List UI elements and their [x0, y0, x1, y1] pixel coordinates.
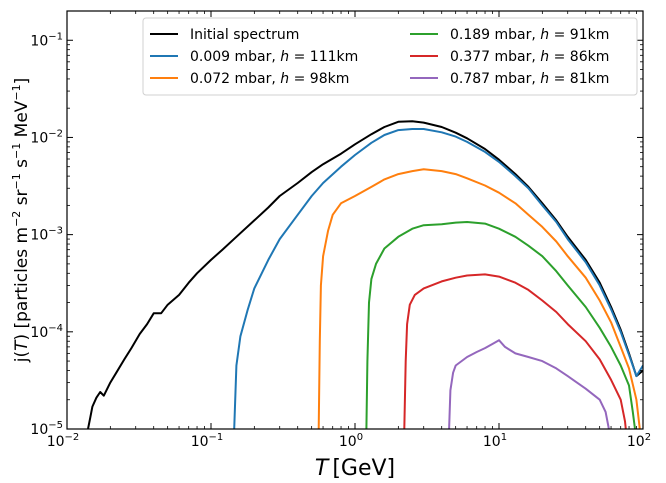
- x-tick-base: 10: [627, 434, 645, 450]
- series-line-5: [448, 339, 610, 429]
- x-tick-label: 10−2: [47, 432, 80, 450]
- x-tick-base: 10: [47, 434, 65, 450]
- y-label-sup-2: −1: [10, 173, 23, 189]
- y-label-prefix: j(: [12, 351, 32, 363]
- x-tick-exp: 2: [645, 432, 651, 443]
- legend-items: Initial spectrum 0.009 mbar, h = 111km 0.0…: [150, 27, 609, 87]
- y-tick-label: 10−3: [30, 226, 63, 244]
- x-tick-label: 100: [339, 432, 363, 450]
- y-tick-base: 10: [30, 228, 48, 244]
- series-line-3: [365, 221, 636, 429]
- y-label-mid-1: sr: [12, 189, 32, 210]
- y-label-end: ]: [12, 78, 32, 85]
- y-axis-label: j(T) [particles m−2 sr−1 s−1 MeV−1]: [10, 78, 32, 364]
- x-tick-exp: −1: [209, 432, 224, 443]
- series-layer: [87, 120, 643, 429]
- plot-area: [66, 10, 644, 430]
- y-label-sup-3: −1: [10, 143, 23, 159]
- x-tick-exp: −2: [65, 432, 80, 443]
- y-tick-base: 10: [30, 33, 48, 49]
- y-label-var: T: [12, 339, 32, 351]
- x-tick-base: 10: [191, 434, 209, 450]
- x-tick-exp: 0: [357, 432, 363, 443]
- legend-item-5: 0.787 mbar, h = 81km: [410, 71, 609, 87]
- legend-item-0: Initial spectrum: [150, 27, 299, 43]
- series-line-0: [87, 120, 643, 429]
- legend-label: 0.072 mbar, h = 98km: [190, 71, 349, 87]
- y-tick-label: 10−2: [30, 128, 63, 146]
- x-tick-base: 10: [339, 434, 357, 450]
- y-tick-label: 10−4: [30, 323, 63, 341]
- x-tick-label: 102: [627, 432, 651, 450]
- y-tick-exp: −5: [48, 420, 63, 431]
- legend: Initial spectrum 0.009 mbar, h = 111km 0.0…: [142, 17, 638, 96]
- x-tick-label: 101: [483, 432, 507, 450]
- legend-label: 0.189 mbar, h = 91km: [450, 27, 609, 43]
- y-label-sup-4: −1: [10, 84, 23, 100]
- y-tick-exp: −1: [48, 31, 63, 42]
- legend-item-4: 0.377 mbar, h = 86km: [410, 49, 609, 65]
- x-tick-label: 10−1: [191, 432, 224, 450]
- x-axis-label-unit: [GeV]: [332, 456, 395, 481]
- series-line-1: [233, 128, 643, 429]
- y-tick-label: 10−5: [30, 420, 63, 438]
- y-tick-base: 10: [30, 130, 48, 146]
- y-tick-exp: −4: [48, 323, 63, 334]
- legend-label: 0.787 mbar, h = 81km: [450, 71, 609, 87]
- x-tick-exp: 1: [501, 432, 507, 443]
- legend-box: [142, 17, 638, 96]
- y-tick-exp: −3: [48, 226, 63, 237]
- y-tick-exp: −2: [48, 128, 63, 139]
- legend-label: 0.009 mbar, h = 111km: [190, 49, 358, 65]
- y-tick-base: 10: [30, 325, 48, 341]
- y-label-mid-2: s: [12, 159, 32, 173]
- series-line-2: [317, 168, 641, 429]
- legend-item-1: 0.009 mbar, h = 111km: [150, 49, 358, 65]
- y-label-sup-1: −2: [10, 211, 23, 227]
- legend-label: Initial spectrum: [190, 27, 299, 43]
- x-tick-base: 10: [483, 434, 501, 450]
- x-axis-label: T [GeV]: [315, 456, 395, 481]
- y-label-suffix: ) [particles m: [12, 227, 32, 341]
- legend-item-3: 0.189 mbar, h = 91km: [410, 27, 609, 43]
- legend-label: 0.377 mbar, h = 86km: [450, 49, 609, 65]
- x-axis-label-var: T: [315, 456, 330, 481]
- y-label-mid-3: MeV: [12, 100, 32, 143]
- y-tick-base: 10: [30, 422, 48, 438]
- y-tick-label: 10−1: [30, 31, 63, 49]
- series-line-4: [403, 273, 627, 429]
- legend-item-2: 0.072 mbar, h = 98km: [150, 71, 349, 87]
